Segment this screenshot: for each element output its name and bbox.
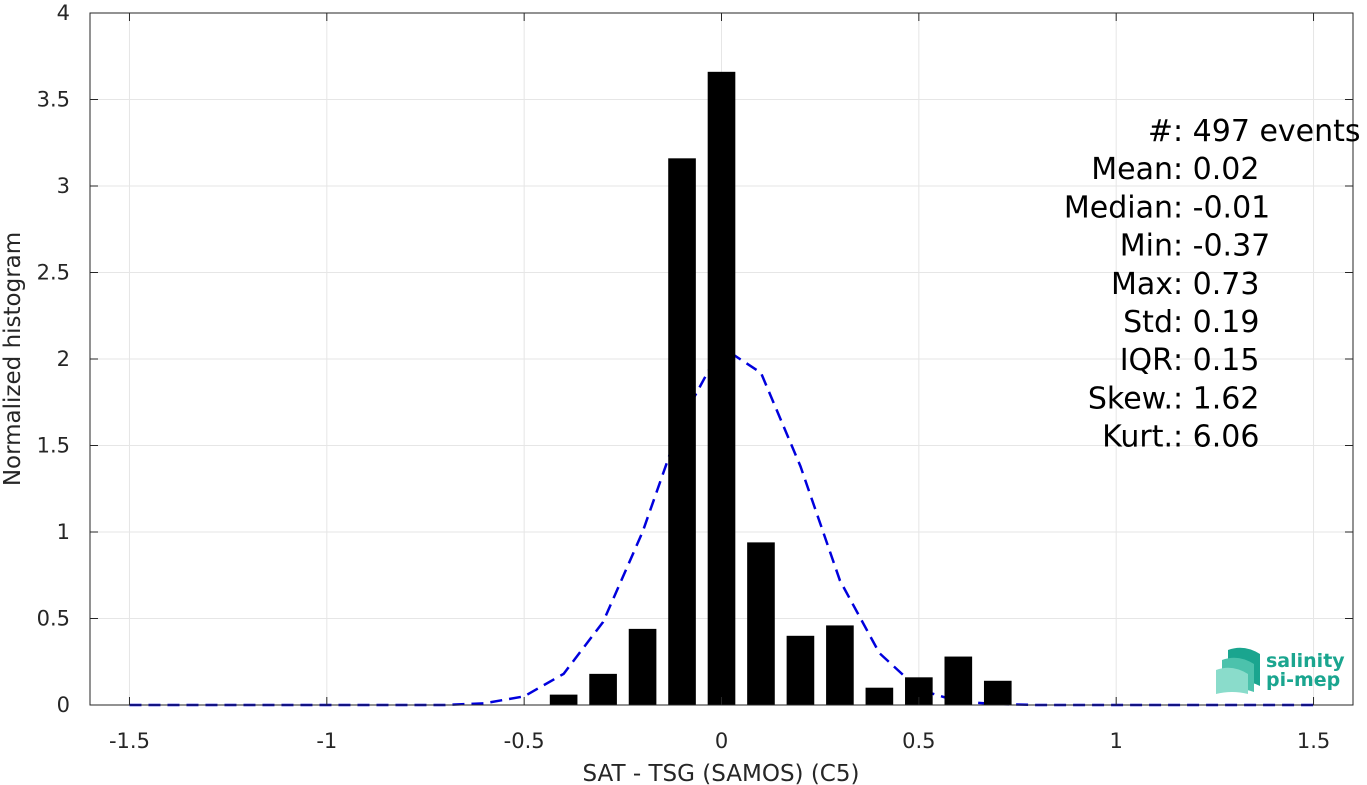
stat-value: : 497 events	[1173, 114, 1361, 149]
histogram-bar	[589, 673, 617, 705]
stat-value: : 1.62	[1173, 381, 1259, 416]
stat-value: : -0.01	[1173, 190, 1270, 225]
logo-text-salinity: salinity	[1266, 650, 1345, 672]
histogram-bar	[865, 687, 894, 705]
y-tick-label: 4	[57, 1, 70, 25]
histogram-bar	[983, 680, 1012, 705]
y-tick-label: 0.5	[37, 607, 70, 631]
x-tick-label: -1	[316, 729, 337, 753]
histogram-bar	[668, 158, 696, 705]
x-tick-label: 0.5	[902, 729, 935, 753]
histogram-bar	[747, 542, 775, 705]
stat-value: : -0.37	[1173, 229, 1270, 264]
stat-label: Skew.	[1088, 381, 1173, 416]
stat-label: Min	[1120, 229, 1173, 264]
histogram-bar	[549, 694, 578, 705]
x-axis-label: SAT - TSG (SAMOS) (C5)	[583, 761, 860, 785]
y-tick-label: 2.5	[37, 261, 70, 285]
stat-label: Max	[1111, 267, 1173, 302]
y-tick-label: 3.5	[37, 88, 70, 112]
stat-value: : 0.19	[1173, 305, 1259, 340]
logo-text-pi-mep: pi-mep	[1266, 669, 1340, 691]
salinity-pi-mep-logo: salinity pi-mep	[1216, 647, 1345, 694]
x-tick-label: 1	[1110, 729, 1123, 753]
histogram-bar	[786, 635, 815, 705]
histogram-bar	[944, 656, 973, 705]
stat-label: IQR	[1120, 343, 1173, 378]
y-tick-label: 2	[57, 347, 70, 371]
bars-group	[549, 71, 1012, 705]
x-tick-labels: -1.5 -1 -0.5 0 0.5 1 1.5	[109, 729, 1330, 753]
y-tick-labels: 0 0.5 1 1.5 2 2.5 3 3.5 4	[37, 1, 70, 717]
x-tick-label: -0.5	[504, 729, 545, 753]
histogram-bar	[826, 625, 854, 705]
x-tick-label: 0	[715, 729, 728, 753]
stat-label: Std	[1123, 305, 1173, 340]
x-tick-label: -1.5	[109, 729, 150, 753]
stat-value: : 0.15	[1173, 343, 1259, 378]
wave-logo-icon	[1216, 647, 1260, 694]
y-tick-label: 0	[57, 693, 70, 717]
stat-label: Kurt.	[1102, 420, 1173, 455]
stat-value: : 0.73	[1173, 267, 1259, 302]
tick-marks	[90, 12, 1353, 706]
y-axis-label: Normalized histogram	[0, 232, 26, 486]
stat-label: Median	[1064, 190, 1173, 225]
stat-value: : 0.02	[1173, 152, 1259, 187]
histogram-bar	[707, 71, 736, 705]
stat-label: Mean	[1091, 152, 1173, 187]
stat-label: #	[1148, 114, 1173, 149]
y-tick-label: 1.5	[37, 434, 70, 458]
x-tick-label: 1.5	[1297, 729, 1330, 753]
y-tick-label: 3	[57, 174, 70, 198]
stat-value: : 6.06	[1173, 420, 1259, 455]
histogram-bar	[628, 628, 657, 705]
y-tick-label: 1	[57, 520, 70, 544]
